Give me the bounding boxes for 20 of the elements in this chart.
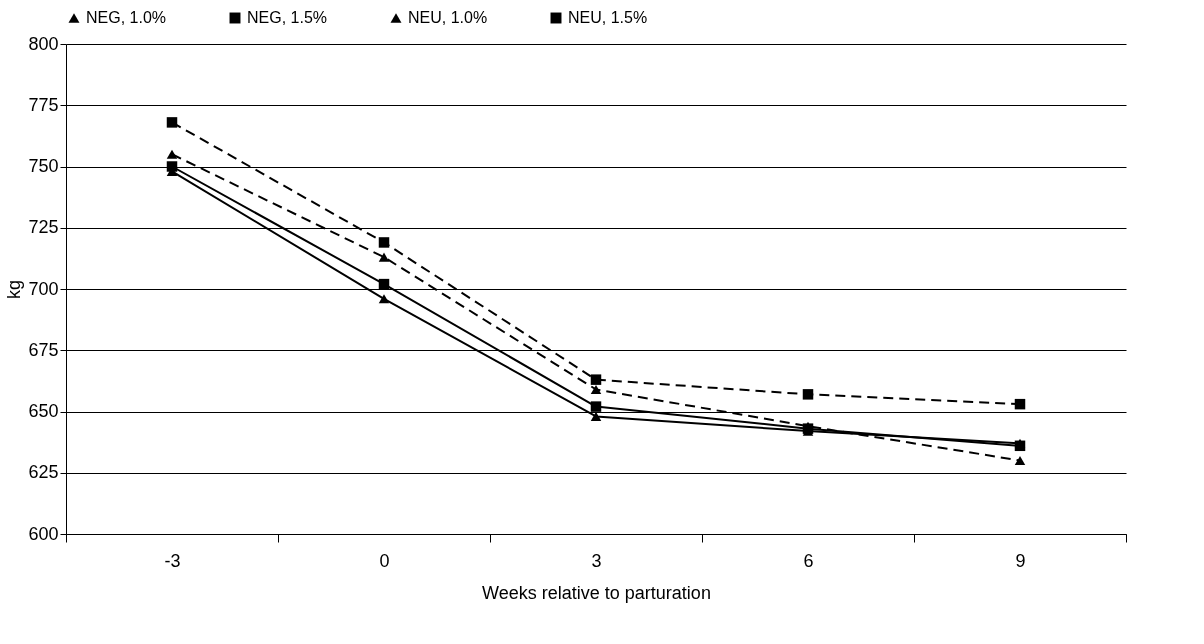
x-tick-label: -3 (164, 550, 181, 571)
legend-label: NEG, 1.0% (86, 9, 167, 26)
x-axis-title: Weeks relative to parturation (482, 582, 711, 603)
y-tick-label: 625 (28, 462, 59, 483)
x-tick-label: 9 (1015, 550, 1026, 571)
y-tick-label: 750 (28, 156, 59, 176)
y-tick-label: 725 (28, 217, 59, 238)
legend-label: NEU, 1.5% (568, 9, 648, 26)
legend-label: NEU, 1.0% (408, 9, 488, 26)
y-tick-label: 675 (28, 339, 59, 360)
x-tick-label: 3 (591, 550, 602, 571)
x-tick-label: 0 (379, 550, 390, 571)
y-tick-label: 600 (28, 523, 59, 544)
x-tick-label: 6 (803, 550, 814, 571)
y-tick-label: 700 (28, 278, 59, 299)
y-tick-label: 650 (28, 401, 59, 421)
y-axis-title: kg (4, 279, 25, 300)
y-tick-label: 775 (28, 94, 59, 115)
y-tick-label: 800 (28, 33, 59, 54)
legend-label: NEG, 1.5% (247, 9, 328, 26)
